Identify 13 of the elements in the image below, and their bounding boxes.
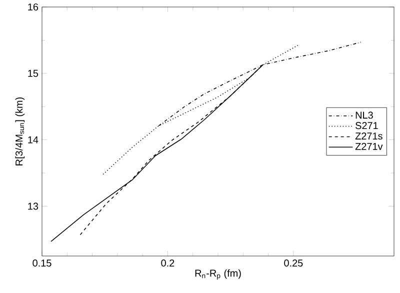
y-tick-label: 13 xyxy=(28,202,38,210)
y-axis-title: R[3/4M$_{sun}$] (km) xyxy=(15,97,25,166)
y-tick-label: 14 xyxy=(28,136,38,144)
legend-label: Z271v xyxy=(355,142,383,150)
x-axis-title: R$_{n}$-R$_{p}$ (fm) xyxy=(195,269,241,280)
x-tick-label: 0.2 xyxy=(161,260,174,267)
x-tick-label: 0.15 xyxy=(32,260,52,267)
legend-label: Z271s xyxy=(355,132,382,140)
legend-label: S271 xyxy=(356,122,378,130)
y-tick-label: 16 xyxy=(28,3,38,11)
x-tick-label: 0.25 xyxy=(284,260,303,267)
y-tick-label: 15 xyxy=(28,70,38,77)
legend-label: NL3 xyxy=(356,112,373,119)
